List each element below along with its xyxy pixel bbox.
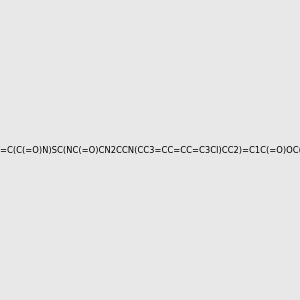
Text: CC1=C(C(=O)N)SC(NC(=O)CN2CCN(CC3=CC=CC=C3Cl)CC2)=C1C(=O)OC(C)C: CC1=C(C(=O)N)SC(NC(=O)CN2CCN(CC3=CC=CC=C… [0, 146, 300, 154]
